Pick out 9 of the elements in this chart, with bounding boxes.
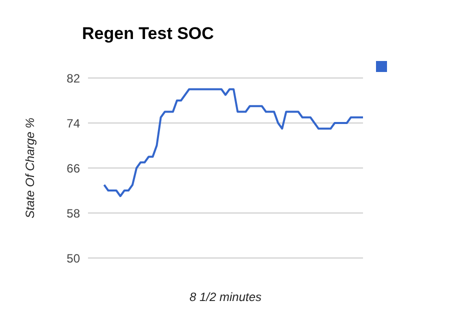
x-axis-title: 8 1/2 minutes [188, 290, 263, 304]
y-tick-label: 50 [66, 251, 80, 266]
y-tick-label: 66 [66, 161, 80, 176]
line-series [103, 88, 363, 198]
y-axis-title: State Of Charge % [23, 118, 37, 218]
chart-title: Regen Test SOC [82, 24, 214, 44]
y-tick-label: 82 [66, 71, 80, 86]
y-tick-label: 74 [66, 116, 80, 130]
y-tick-label: 58 [66, 206, 80, 220]
